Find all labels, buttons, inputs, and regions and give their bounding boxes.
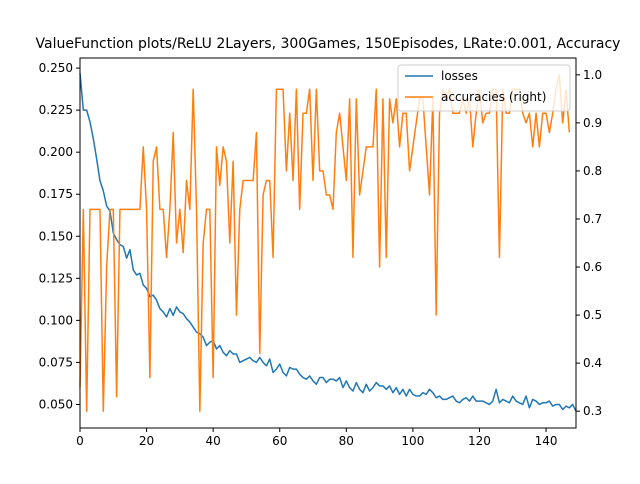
plot-frame xyxy=(79,57,577,429)
axes-layer: 0 20 40 60 80 100 120 140 0.050 0.075 0.100 0.125 0.… xyxy=(39,57,602,448)
x-tick-label: 100 xyxy=(401,434,424,448)
legend-label-losses: losses xyxy=(441,69,478,83)
y-left-tick-label: 0.075 xyxy=(39,355,73,369)
y-left-tick-label: 0.100 xyxy=(39,313,73,327)
x-tick-label: 60 xyxy=(272,434,287,448)
y-left-tick-label: 0.175 xyxy=(39,187,73,201)
y-left-tick-label: 0.225 xyxy=(39,103,73,117)
series-layer xyxy=(79,73,577,412)
y-left-tick-label: 0.150 xyxy=(39,229,73,243)
y-right-tick-label: 0.3 xyxy=(583,404,602,418)
x-tick-label: 0 xyxy=(76,434,84,448)
y-right-tick-label: 0.6 xyxy=(583,260,602,274)
y-right-tick-label: 0.5 xyxy=(583,308,602,322)
y-right-tick-label: 0.4 xyxy=(583,356,602,370)
legend-label-accuracies: accuracies (right) xyxy=(441,90,546,104)
plot-area xyxy=(80,58,576,428)
y-left-tick-label: 0.050 xyxy=(39,397,73,411)
x-tick-label: 80 xyxy=(339,434,354,448)
chart-title: ValueFunction plots/ReLU 2Layers, 300Gam… xyxy=(36,36,621,52)
x-tick-label: 40 xyxy=(206,434,221,448)
y-right-tick-label: 0.9 xyxy=(583,116,602,130)
x-tick-label: 20 xyxy=(139,434,154,448)
y-right-tick-label: 1.0 xyxy=(583,68,602,82)
legend-box xyxy=(397,64,571,112)
x-tick-label: 120 xyxy=(468,434,491,448)
y-right-tick-label: 0.7 xyxy=(583,212,602,226)
legend: losses accuracies (right) xyxy=(397,64,571,112)
y-left-tick-label: 0.125 xyxy=(39,271,73,285)
y-left-tick-label: 0.250 xyxy=(39,61,73,75)
y-right-tick-label: 0.8 xyxy=(583,164,602,178)
series-line-losses xyxy=(79,73,577,412)
series-line-accuracies xyxy=(79,74,571,412)
y-left-tick-label: 0.200 xyxy=(39,145,73,159)
x-tick-label: 140 xyxy=(535,434,558,448)
